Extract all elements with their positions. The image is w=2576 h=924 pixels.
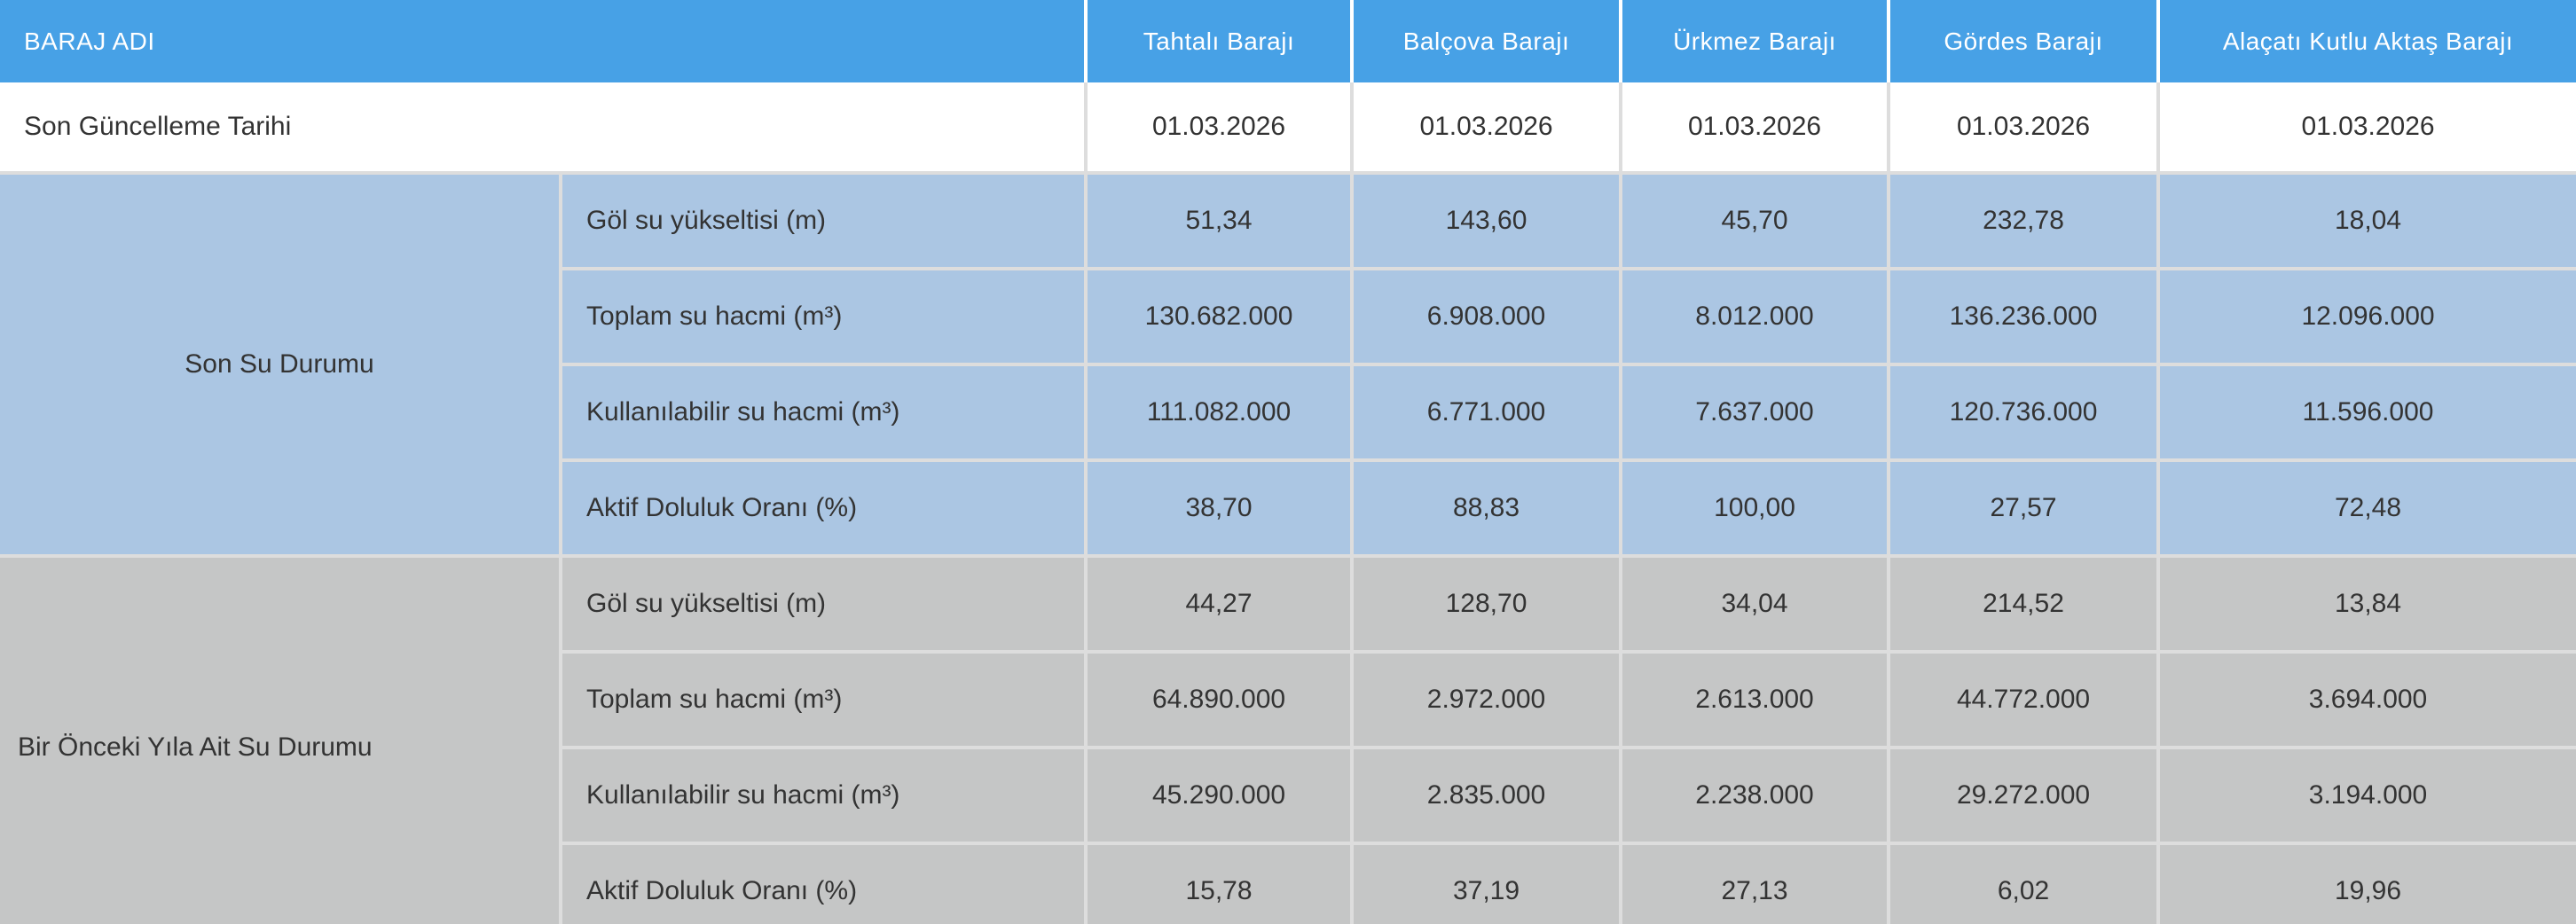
dam-column-header-gordes: Gördes Barajı bbox=[1889, 0, 2161, 82]
value-cell: 3.694.000 bbox=[2158, 652, 2576, 749]
update-row-label: Son Güncelleme Tarihi bbox=[0, 82, 1088, 175]
value-cell: 232,78 bbox=[1889, 173, 2161, 270]
value-cell: 15,78 bbox=[1086, 843, 1355, 924]
value-cell: 45,70 bbox=[1621, 173, 1891, 270]
value-cell: 64.890.000 bbox=[1086, 652, 1355, 749]
data-row: Aktif Doluluk Oranı (%) 15,78 37,19 27,1… bbox=[0, 843, 2576, 924]
value-cell: 3.194.000 bbox=[2158, 748, 2576, 845]
value-cell: 34,04 bbox=[1621, 556, 1891, 654]
row-label: Göl su yükseltisi (m) bbox=[561, 173, 1088, 270]
value-cell: 7.637.000 bbox=[1621, 364, 1891, 462]
value-cell: 128,70 bbox=[1352, 556, 1623, 654]
value-cell: 8.012.000 bbox=[1621, 269, 1891, 366]
date-cell: 01.03.2026 bbox=[2158, 82, 2576, 175]
data-row: Bir Önceki Yıla Ait Su Durumu Göl su yük… bbox=[0, 556, 2576, 924]
value-cell: 44.772.000 bbox=[1889, 652, 2161, 749]
value-cell: 51,34 bbox=[1086, 173, 1355, 270]
data-row: Kullanılabilir su hacmi (m³) 111.082.000… bbox=[0, 364, 2576, 462]
row-label: Kullanılabilir su hacmi (m³) bbox=[561, 364, 1088, 462]
value-cell: 2.238.000 bbox=[1621, 748, 1891, 845]
data-row: Aktif Doluluk Oranı (%) 38,70 88,83 100,… bbox=[0, 460, 2576, 558]
value-cell: 18,04 bbox=[2158, 173, 2576, 270]
value-cell: 27,57 bbox=[1889, 460, 2161, 558]
data-row: Kullanılabilir su hacmi (m³) 45.290.000 … bbox=[0, 748, 2576, 845]
data-row: Toplam su hacmi (m³) 130.682.000 6.908.0… bbox=[0, 269, 2576, 366]
value-cell: 130.682.000 bbox=[1086, 269, 1355, 366]
corner-header-baraj-adi: BARAJ ADI bbox=[0, 0, 1088, 82]
value-cell: 44,27 bbox=[1086, 556, 1355, 654]
value-cell: 136.236.000 bbox=[1889, 269, 2161, 366]
row-label: Toplam su hacmi (m³) bbox=[561, 652, 1088, 749]
dam-column-header-urkmez: Ürkmez Barajı bbox=[1621, 0, 1891, 82]
data-row: Son Su Durumu Göl su yükseltisi (m) 51,3… bbox=[0, 173, 2576, 558]
value-cell: 11.596.000 bbox=[2158, 364, 2576, 462]
date-cell: 01.03.2026 bbox=[1621, 82, 1891, 175]
value-cell: 6.908.000 bbox=[1352, 269, 1623, 366]
value-cell: 111.082.000 bbox=[1086, 364, 1355, 462]
section-title-current: Son Su Durumu bbox=[0, 173, 562, 558]
value-cell: 12.096.000 bbox=[2158, 269, 2576, 366]
dam-column-header-alacati: Alaçatı Kutlu Aktaş Barajı bbox=[2158, 0, 2576, 82]
row-label: Toplam su hacmi (m³) bbox=[561, 269, 1088, 366]
value-cell: 2.613.000 bbox=[1621, 652, 1891, 749]
value-cell: 6,02 bbox=[1889, 843, 2161, 924]
dam-column-header-tahtali: Tahtalı Barajı bbox=[1086, 0, 1355, 82]
row-label: Göl su yükseltisi (m) bbox=[561, 556, 1088, 654]
value-cell: 100,00 bbox=[1621, 460, 1891, 558]
value-cell: 72,48 bbox=[2158, 460, 2576, 558]
dam-column-header-balcova: Balçova Barajı bbox=[1352, 0, 1623, 82]
update-row: Son Güncelleme Tarihi 01.03.2026 01.03.2… bbox=[0, 82, 2576, 175]
date-cell: 01.03.2026 bbox=[1086, 82, 1355, 175]
value-cell: 27,13 bbox=[1621, 843, 1891, 924]
header-row: BARAJ ADI Tahtalı Barajı Balçova Barajı … bbox=[0, 0, 2576, 82]
value-cell: 214,52 bbox=[1889, 556, 2161, 654]
value-cell: 6.771.000 bbox=[1352, 364, 1623, 462]
section-title-previous-year: Bir Önceki Yıla Ait Su Durumu bbox=[0, 556, 562, 924]
date-cell: 01.03.2026 bbox=[1352, 82, 1623, 175]
value-cell: 88,83 bbox=[1352, 460, 1623, 558]
value-cell: 120.736.000 bbox=[1889, 364, 2161, 462]
value-cell: 19,96 bbox=[2158, 843, 2576, 924]
date-cell: 01.03.2026 bbox=[1889, 82, 2161, 175]
value-cell: 37,19 bbox=[1352, 843, 1623, 924]
value-cell: 2.972.000 bbox=[1352, 652, 1623, 749]
row-label: Aktif Doluluk Oranı (%) bbox=[561, 460, 1088, 558]
value-cell: 29.272.000 bbox=[1889, 748, 2161, 845]
value-cell: 38,70 bbox=[1086, 460, 1355, 558]
value-cell: 143,60 bbox=[1352, 173, 1623, 270]
row-label: Aktif Doluluk Oranı (%) bbox=[561, 843, 1088, 924]
value-cell: 2.835.000 bbox=[1352, 748, 1623, 845]
value-cell: 45.290.000 bbox=[1086, 748, 1355, 845]
data-row: Toplam su hacmi (m³) 64.890.000 2.972.00… bbox=[0, 652, 2576, 749]
row-label: Kullanılabilir su hacmi (m³) bbox=[561, 748, 1088, 845]
value-cell: 13,84 bbox=[2158, 556, 2576, 654]
